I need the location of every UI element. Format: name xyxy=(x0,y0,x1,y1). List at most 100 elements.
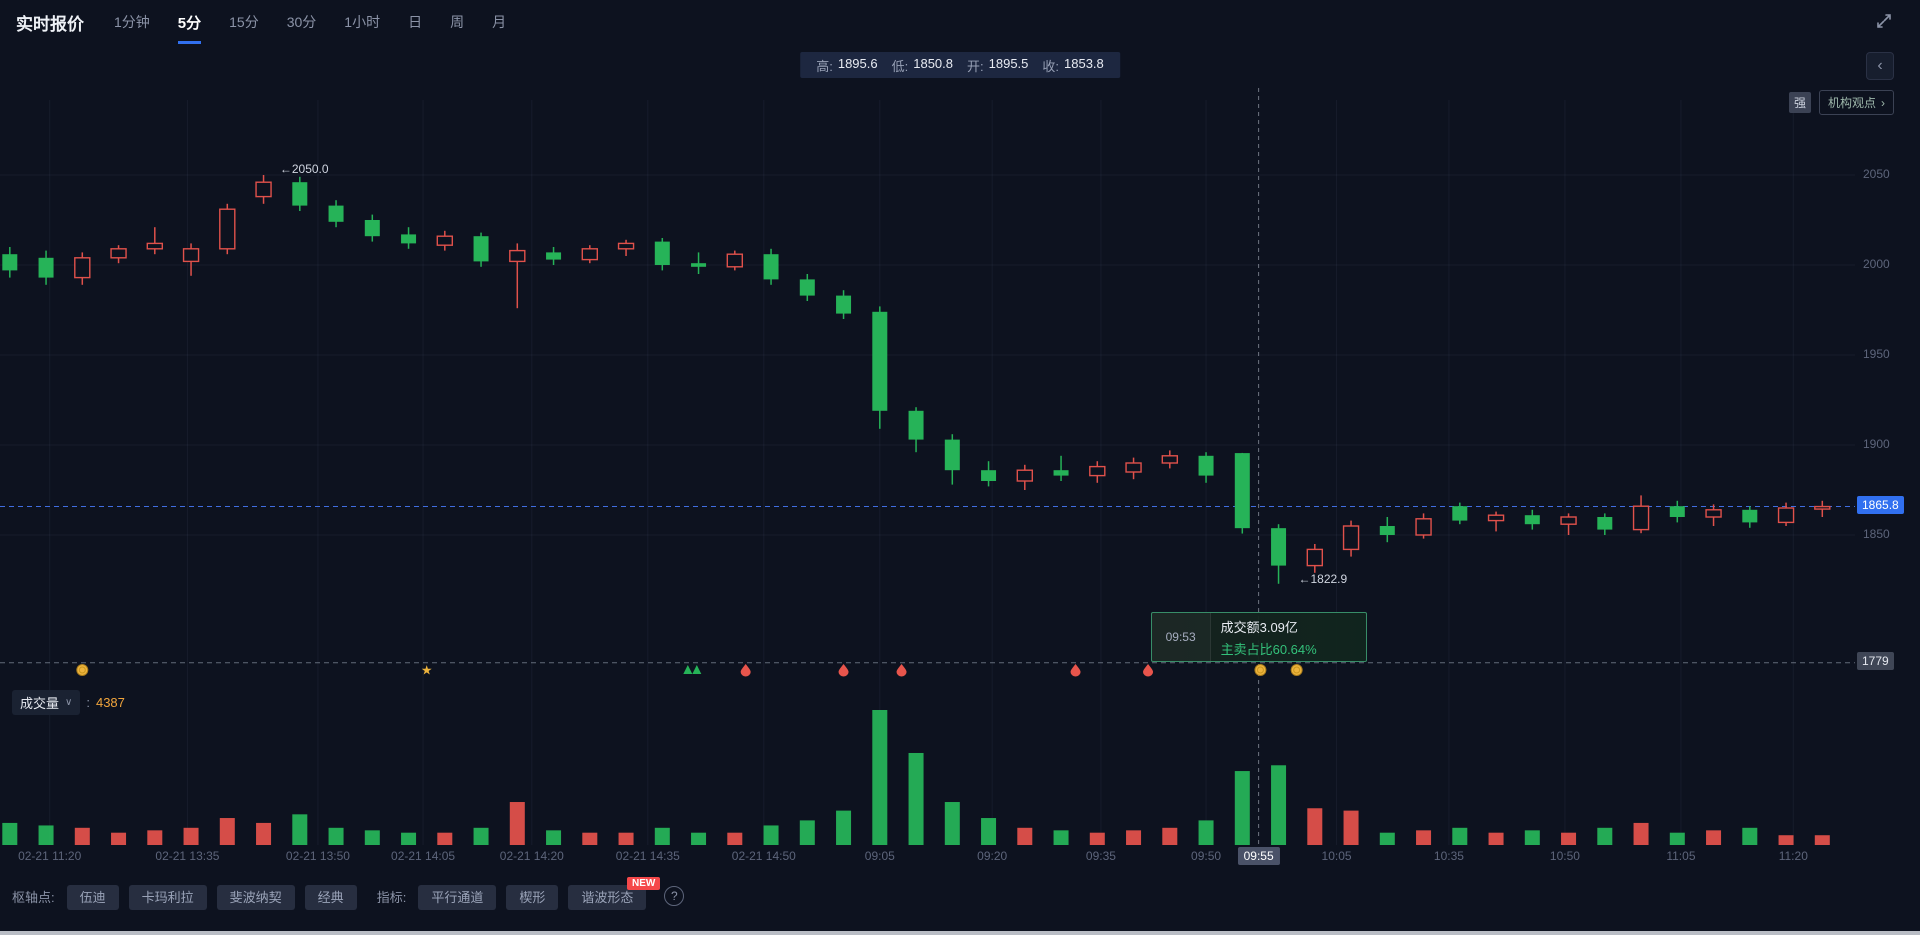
tab-timeframe-1分钟[interactable]: 1分钟 xyxy=(114,14,150,30)
candle-up[interactable] xyxy=(1016,469,1033,482)
volume-bar[interactable] xyxy=(1706,830,1722,845)
candle-down[interactable] xyxy=(1198,455,1214,476)
indicator-button-3[interactable]: 谐波形态 xyxy=(568,884,647,910)
pivot-button-2[interactable]: 卡玛利拉 xyxy=(128,884,207,910)
event-marker-fire[interactable] xyxy=(1070,664,1081,677)
volume-bar[interactable] xyxy=(2,822,18,845)
volume-bar[interactable] xyxy=(1234,771,1250,845)
candle-up[interactable] xyxy=(1089,465,1106,477)
candle-down[interactable] xyxy=(944,439,960,471)
volume-bar[interactable] xyxy=(38,825,54,845)
volume-bar[interactable] xyxy=(1126,830,1142,845)
pivot-button-3[interactable]: 斐波纳契 xyxy=(216,884,295,910)
volume-bar[interactable] xyxy=(328,827,344,845)
pivot-button-4[interactable]: 经典 xyxy=(304,884,357,910)
volume-bar[interactable] xyxy=(183,827,199,845)
candle-up[interactable] xyxy=(1777,507,1795,524)
volume-indicator-selector[interactable]: 成交量 ∨ xyxy=(12,690,81,715)
horizontal-scrollbar[interactable] xyxy=(0,931,1920,935)
candle-up[interactable] xyxy=(1560,516,1577,525)
candle-up[interactable] xyxy=(1415,518,1432,536)
candle-up[interactable] xyxy=(1125,462,1142,473)
event-marker-coin[interactable] xyxy=(1290,664,1303,676)
candle-down[interactable] xyxy=(546,252,562,260)
volume-bar[interactable] xyxy=(582,832,598,845)
volume-bar[interactable] xyxy=(1669,832,1685,845)
volume-bar[interactable] xyxy=(799,820,815,845)
candle-down[interactable] xyxy=(1234,453,1250,529)
volume-bar[interactable] xyxy=(1814,835,1830,845)
volume-bar[interactable] xyxy=(219,818,235,845)
volume-bar[interactable] xyxy=(1307,808,1323,845)
volume-bar[interactable] xyxy=(1416,830,1432,845)
event-marker-fire[interactable] xyxy=(838,664,849,677)
volume-bar[interactable] xyxy=(1452,827,1468,845)
volume-bar[interactable] xyxy=(509,802,525,845)
candle-up[interactable] xyxy=(1487,514,1505,522)
candle-down[interactable] xyxy=(1742,509,1758,523)
tab-timeframe-周[interactable]: 周 xyxy=(450,14,465,30)
candle-down[interactable] xyxy=(1597,517,1613,530)
candle-down[interactable] xyxy=(2,254,18,271)
candle-up[interactable] xyxy=(1705,509,1722,518)
candle-up[interactable] xyxy=(1342,525,1360,551)
volume-bar[interactable] xyxy=(1271,765,1287,845)
candle-down[interactable] xyxy=(654,241,670,265)
candle-up[interactable] xyxy=(1306,548,1324,567)
candle-down[interactable] xyxy=(908,410,924,440)
candle-down[interactable] xyxy=(401,234,417,244)
volume-bar[interactable] xyxy=(908,752,924,845)
candle-down[interactable] xyxy=(1452,506,1468,521)
volume-bar[interactable] xyxy=(981,818,997,845)
candle-up[interactable] xyxy=(581,248,598,261)
candle-down[interactable] xyxy=(38,257,54,278)
candle-up[interactable] xyxy=(1161,455,1179,464)
candle-up[interactable] xyxy=(726,253,743,268)
event-marker-fire[interactable] xyxy=(740,664,751,677)
volume-bar[interactable] xyxy=(1198,820,1214,845)
candle-up[interactable] xyxy=(255,181,272,198)
volume-bar[interactable] xyxy=(256,822,272,845)
collapse-panel-button[interactable]: ‹ xyxy=(1866,52,1894,80)
candle-down[interactable] xyxy=(1524,515,1540,525)
volume-bar[interactable] xyxy=(1053,830,1069,845)
candle-up[interactable] xyxy=(1632,505,1650,531)
volume-bar[interactable] xyxy=(1379,832,1395,845)
tab-timeframe-30分[interactable]: 30分 xyxy=(286,14,317,30)
candle-up[interactable] xyxy=(74,257,91,279)
volume-bar[interactable] xyxy=(1017,827,1033,845)
candle-up[interactable] xyxy=(509,249,526,263)
candle-up[interactable] xyxy=(617,242,635,250)
institution-view-button[interactable]: 机构观点 › xyxy=(1818,90,1894,115)
volume-bar[interactable] xyxy=(111,832,127,845)
event-marker-star[interactable]: ★ xyxy=(421,663,433,678)
volume-bar[interactable] xyxy=(1343,810,1359,845)
volume-bar[interactable] xyxy=(473,827,489,845)
event-marker-fire[interactable] xyxy=(1143,664,1154,677)
expand-icon[interactable] xyxy=(1874,11,1894,31)
volume-bar[interactable] xyxy=(364,830,380,845)
candle-down[interactable] xyxy=(292,182,308,206)
candle-down[interactable] xyxy=(328,205,344,222)
volume-bar[interactable] xyxy=(1597,827,1613,845)
event-marker-fire[interactable] xyxy=(896,664,907,677)
event-marker-surge-green[interactable] xyxy=(683,665,702,674)
indicator-button-2[interactable]: 楔形 xyxy=(506,884,559,910)
volume-bar[interactable] xyxy=(618,832,634,845)
candle-down[interactable] xyxy=(364,220,380,237)
volume-bar[interactable] xyxy=(1633,822,1649,845)
volume-bar[interactable] xyxy=(1561,832,1577,845)
volume-bar[interactable] xyxy=(401,832,417,845)
candle-down[interactable] xyxy=(473,236,489,262)
pivot-button-1[interactable]: 伍迪 xyxy=(66,884,119,910)
candle-up[interactable] xyxy=(182,248,200,263)
candle-down[interactable] xyxy=(1379,526,1395,535)
volume-bar[interactable] xyxy=(654,827,670,845)
volume-bar[interactable] xyxy=(437,832,453,845)
volume-bar[interactable] xyxy=(147,830,163,845)
volume-bar[interactable] xyxy=(763,825,779,845)
candle-up[interactable] xyxy=(110,248,127,259)
candle-up[interactable] xyxy=(219,208,236,250)
candle-up[interactable] xyxy=(1814,505,1831,510)
candle-down[interactable] xyxy=(1669,506,1685,517)
